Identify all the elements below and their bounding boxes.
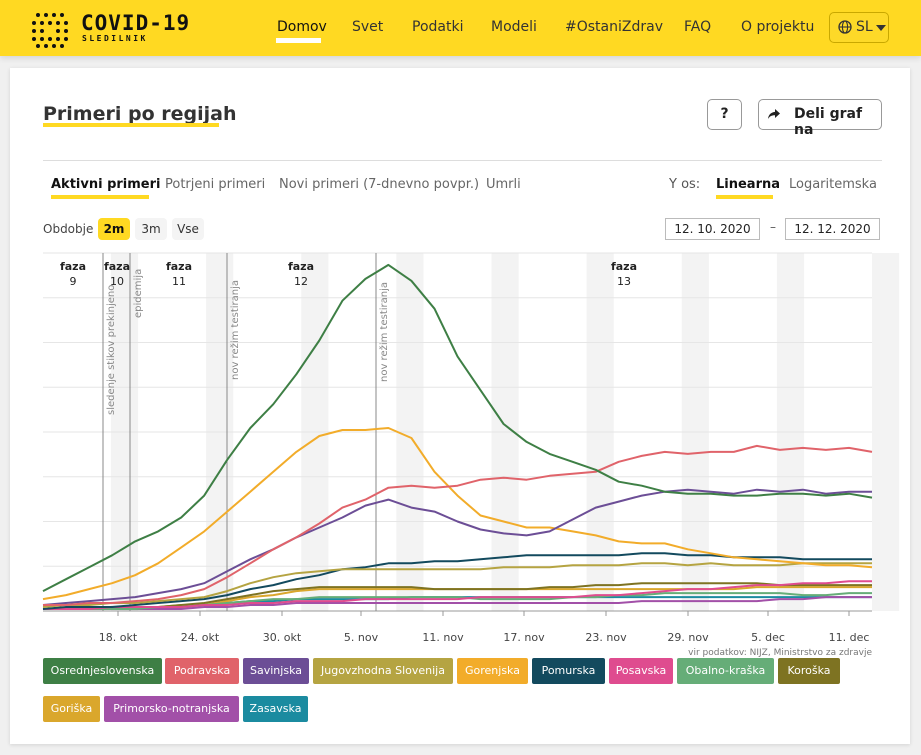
legend-koroska[interactable]: Koroška [778, 658, 840, 684]
period-label: Obdobje [43, 222, 94, 236]
x-tick-label: 11. dec [829, 631, 870, 644]
covid-logo-icon[interactable] [30, 9, 70, 49]
logo-title[interactable]: COVID-19 [81, 11, 191, 35]
date-range-dash: – [770, 220, 776, 234]
weekend-band [872, 253, 900, 611]
legend-savinjska[interactable]: Savinjska [243, 658, 309, 684]
phase-number: 10 [110, 275, 124, 288]
legend-primorsko-notranjska[interactable]: Primorsko-notranjska [104, 696, 239, 722]
phase-number: 12 [294, 275, 308, 288]
event-annotation: nov režim testiranja [229, 280, 241, 380]
nav-ostanizdrav[interactable]: #OstaniZdrav [565, 19, 663, 35]
legend-posavska[interactable]: Posavska [609, 658, 673, 684]
nav-o-projektu[interactable]: O projektu [741, 19, 815, 35]
series-line-osrednjeslovenska [42, 263, 873, 592]
share-arrow-icon [768, 109, 780, 119]
x-tick-label: 30. okt [263, 631, 302, 644]
nav-svet[interactable]: Svet [352, 19, 384, 35]
share-button[interactable]: Deli graf na [758, 99, 882, 138]
phase-number: 11 [172, 275, 186, 288]
nav-podatki[interactable]: Podatki [412, 19, 464, 35]
tab-novi-primeri[interactable]: Novi primeri (7-dnevno povpr.) [279, 177, 480, 192]
tab-umrli[interactable]: Umrli [486, 177, 521, 192]
phase-label: faza [288, 260, 314, 273]
series-line-gorenjska [42, 427, 873, 601]
nav-faq[interactable]: FAQ [684, 19, 712, 35]
series-line-koro-ka [43, 582, 872, 610]
logo-subtitle: SLEDILNIK [82, 34, 148, 43]
phase-label: faza [104, 260, 130, 273]
phase-label: faza [166, 260, 192, 273]
period-2m-button[interactable]: 2m [98, 218, 130, 240]
x-tick-label: 23. nov [585, 631, 627, 644]
nav-modeli[interactable]: Modeli [491, 19, 537, 35]
period-all-button[interactable]: Vse [172, 218, 204, 240]
series-line-podravska [43, 444, 873, 606]
language-selector[interactable]: SL [829, 12, 889, 43]
nav-active-indicator [276, 38, 321, 43]
x-tick-label: 29. nov [667, 631, 709, 644]
x-tick-label: 5. dec [751, 631, 785, 644]
share-label: Deli graf na [794, 106, 863, 138]
phase-label: faza [611, 260, 637, 273]
source-note: vir podatkov: NIJZ, Ministrstvo za zdrav… [688, 648, 872, 658]
tab-aktivni-primeri[interactable]: Aktivni primeri [51, 177, 161, 192]
date-from-input[interactable]: 12. 10. 2020 [665, 218, 760, 240]
y-axis-active-indicator [716, 195, 773, 199]
legend-zasavska[interactable]: Zasavska [243, 696, 308, 722]
event-annotation: sledenje stikov prekinjeno [106, 285, 117, 415]
x-tick-label: 5. nov [344, 631, 379, 644]
series-line-jugovzhodna-slovenija [42, 562, 872, 608]
phase-label: faza [60, 260, 86, 273]
chevron-down-icon [876, 25, 886, 31]
phase-number: 13 [617, 275, 631, 288]
legend-gorenjska[interactable]: Gorenjska [457, 658, 528, 684]
chart-title-underline [43, 123, 219, 127]
legend-pomurska[interactable]: Pomurska [532, 658, 605, 684]
x-tick-label: 18. okt [99, 631, 138, 644]
legend-goriska[interactable]: Goriška [43, 696, 100, 722]
tab-active-indicator [51, 195, 149, 199]
period-3m-button[interactable]: 3m [135, 218, 167, 240]
legend-podravska[interactable]: Podravska [165, 658, 239, 684]
series-line-posavska [43, 580, 872, 610]
date-to-input[interactable]: 12. 12. 2020 [785, 218, 880, 240]
legend-obalno-kraska[interactable]: Obalno-kraška [677, 658, 774, 684]
y-axis-label: Y os: [669, 177, 701, 192]
help-button[interactable]: ? [707, 99, 742, 130]
language-label: SL [856, 19, 873, 35]
x-tick-label: 11. nov [422, 631, 464, 644]
y-axis-logaritemska[interactable]: Logaritemska [789, 177, 877, 192]
phase-number: 9 [70, 275, 77, 288]
globe-icon [838, 20, 852, 34]
series-line-primorsko-notranjska [43, 596, 872, 610]
chart-card [10, 68, 910, 744]
legend-osrednjeslovenska[interactable]: Osrednjeslovenska [43, 658, 162, 684]
top-navbar: COVID-19 SLEDILNIK Domov Svet Podatki Mo… [0, 0, 921, 56]
legend-jugovzhodna-slovenija[interactable]: Jugovzhodna Slovenija [313, 658, 453, 684]
event-annotation: nov režim testiranja [378, 282, 390, 382]
series-line-savinjska [42, 488, 872, 606]
header-divider [43, 160, 882, 161]
tab-potrjeni-primeri[interactable]: Potrjeni primeri [165, 177, 266, 192]
nav-domov[interactable]: Domov [277, 19, 327, 35]
chart-title: Primeri po regijah [43, 103, 237, 125]
x-tick-label: 24. okt [181, 631, 220, 644]
x-tick-label: 17. nov [503, 631, 545, 644]
y-axis-linearna[interactable]: Linearna [716, 177, 781, 192]
event-annotation: epidemija [133, 269, 144, 318]
